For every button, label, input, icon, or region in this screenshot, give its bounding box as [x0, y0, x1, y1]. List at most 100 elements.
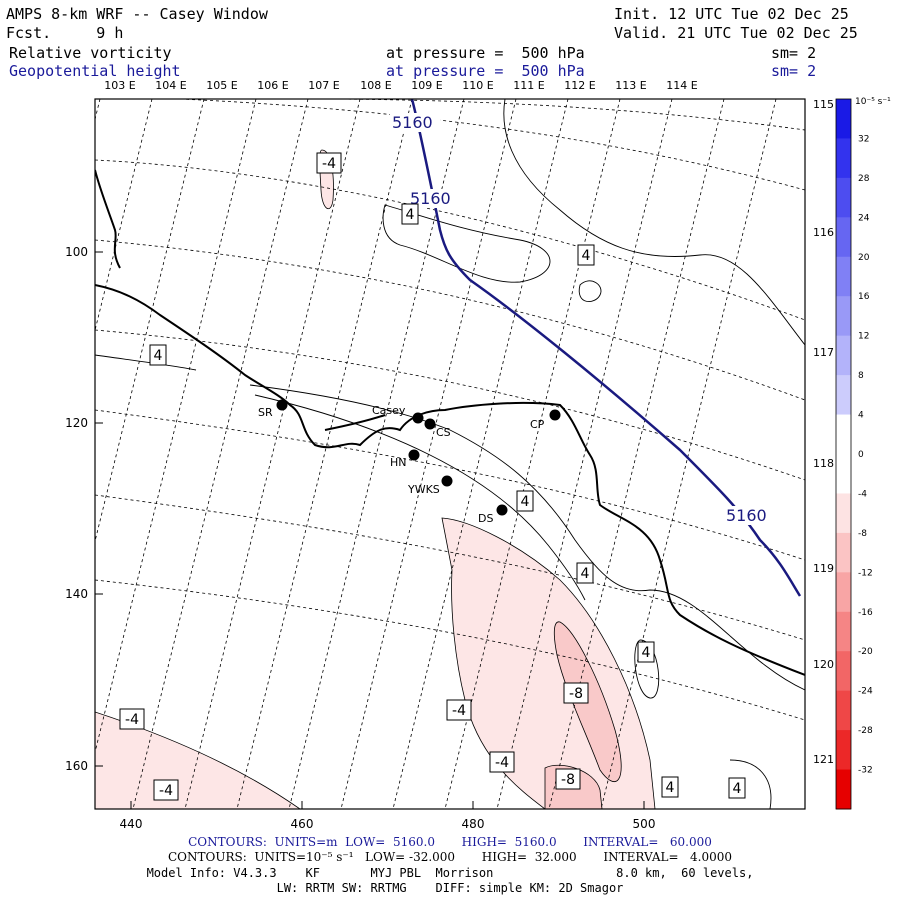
svg-text:4: 4 [666, 780, 675, 796]
top-lon-label: 112 E [564, 79, 595, 92]
lat-lon-grid [95, 99, 805, 809]
colorbar-segment [836, 493, 851, 534]
vorticity-label: 4 [576, 562, 594, 584]
colorbar-segment [836, 138, 851, 179]
vorticity-label: 4 [149, 344, 167, 366]
plot-frame [94, 98, 806, 810]
station-cs: CS [424, 418, 451, 439]
top-lon-label: 107 E [308, 79, 339, 92]
colorbar-tick: 12 [858, 332, 869, 342]
top-lon-label: 104 E [155, 79, 186, 92]
station-ds: DS [478, 504, 508, 525]
station-label: HN [390, 456, 407, 469]
station-sr: SR [258, 399, 288, 419]
colorbar-tick: 20 [858, 253, 870, 263]
colorbar-tick: -16 [858, 608, 873, 618]
station-ywks: YWKS [407, 475, 453, 496]
colorbar-tick: -24 [858, 687, 873, 697]
colorbar-segment [836, 177, 851, 218]
colorbar-tick: -32 [858, 766, 873, 776]
station-label: DS [478, 512, 493, 525]
field1-smoothing: sm= 2 [771, 44, 817, 62]
colorbar-segment [836, 730, 851, 771]
top-lon-label: 109 E [411, 79, 442, 92]
colorbar-segment [836, 454, 851, 494]
field1-level: at pressure = 500 hPa [386, 44, 585, 62]
vorticity-label: -4 [446, 699, 472, 721]
svg-text:-4: -4 [495, 755, 509, 771]
colorbar-tick: -12 [858, 568, 873, 578]
forecast-hour: Fcst. 9 h [6, 24, 124, 42]
vorticity-label: 4 [401, 203, 419, 225]
field1-name: Relative vorticity [9, 44, 172, 62]
y-tick-label: 100 [65, 245, 88, 259]
colorbar-segment [836, 572, 851, 613]
top-lon-label: 113 E [615, 79, 646, 92]
svg-text:4: 4 [406, 207, 415, 223]
svg-text:4: 4 [642, 645, 651, 661]
station-label: SR [258, 406, 273, 419]
colorbar-segment [836, 611, 851, 652]
station-casey: Casey [372, 404, 424, 424]
colorbar-tick: 8 [858, 371, 864, 381]
svg-text:-8: -8 [561, 772, 575, 788]
station-label: Casey [372, 404, 406, 417]
svg-text:-4: -4 [452, 703, 466, 719]
colorbar-segment [836, 769, 851, 810]
height-label: 5160 [726, 506, 767, 525]
vorticity-label: -4 [153, 779, 179, 801]
station-label: CS [436, 426, 451, 439]
colorbar-tick: 24 [858, 213, 870, 223]
colorbar-segment [836, 651, 851, 692]
svg-text:4: 4 [154, 348, 163, 364]
vorticity-contour-info: CONTOURS: UNITS=10⁻⁵ s⁻¹ LOW= -32.000 HI… [168, 850, 732, 864]
svg-text:-4: -4 [322, 156, 336, 172]
colorbar-segment [836, 99, 851, 139]
vorticity-label: -8 [555, 768, 581, 790]
top-lon-label: 110 E [462, 79, 493, 92]
valid-time: Valid. 21 UTC Tue 02 Dec 25 [614, 24, 858, 42]
top-lon-label: 103 E [104, 79, 135, 92]
svg-text:-4: -4 [125, 712, 139, 728]
colorbar-tick: 4 [858, 411, 864, 421]
y-tick-label: 140 [65, 587, 88, 601]
coastline [95, 169, 805, 676]
colorbar-segment [836, 296, 851, 337]
model-info: Model Info: V4.3.3 KF MYJ PBL Morrison 8… [146, 866, 754, 880]
station-cp: CP [530, 409, 561, 431]
colorbar-tick: -8 [858, 529, 867, 539]
colorbar-unit: 10⁻⁵ s⁻¹ [855, 97, 891, 107]
field2-level: at pressure = 500 hPa [386, 62, 585, 80]
field2-smoothing: sm= 2 [771, 62, 817, 80]
physics-info: LW: RRTM SW: RRTMG DIFF: simple KM: 2D S… [276, 881, 624, 895]
vorticity-label: 4 [637, 641, 655, 663]
colorbar-tick: -20 [858, 647, 873, 657]
vorticity-label: -4 [119, 708, 145, 730]
vorticity-label: -4 [316, 152, 342, 174]
colorbar-tick: -28 [858, 726, 873, 736]
colorbar: 10⁻⁵ s⁻¹ 32 28 24 20 16 12 8 4 0 -4 -8 -12 -16 -20 -24 -… [835, 97, 891, 810]
svg-text:-8: -8 [569, 686, 583, 702]
station-label: YWKS [407, 483, 440, 496]
colorbar-segment [836, 532, 851, 573]
colorbar-tick: 0 [858, 450, 864, 460]
colorbar-segment [836, 414, 851, 455]
vorticity-fill-light [441, 517, 656, 809]
x-tick-label: 500 [633, 817, 656, 831]
svg-text:4: 4 [733, 781, 742, 797]
svg-text:-4: -4 [159, 783, 173, 799]
colorbar-segment [836, 690, 851, 731]
contour-labels: 5160 5160 5160 -4 4 4 4 4 4 4 -8 -4 -4 -4 -4 -8 4 4 [119, 113, 774, 801]
station-hn: HN [390, 449, 420, 469]
vorticity-label: 4 [577, 244, 595, 266]
height-contour-info: CONTOURS: UNITS=m LOW= 5160.0 HIGH= 5160… [188, 835, 712, 849]
vorticity-contours [95, 99, 805, 809]
y-tick-label: 120 [65, 416, 88, 430]
top-lon-label: 114 E [666, 79, 697, 92]
svg-text:4: 4 [581, 566, 590, 582]
colorbar-segment [836, 335, 851, 376]
y-tick-label: 160 [65, 759, 88, 773]
vorticity-label: 4 [516, 490, 534, 512]
top-lon-label: 111 E [513, 79, 544, 92]
